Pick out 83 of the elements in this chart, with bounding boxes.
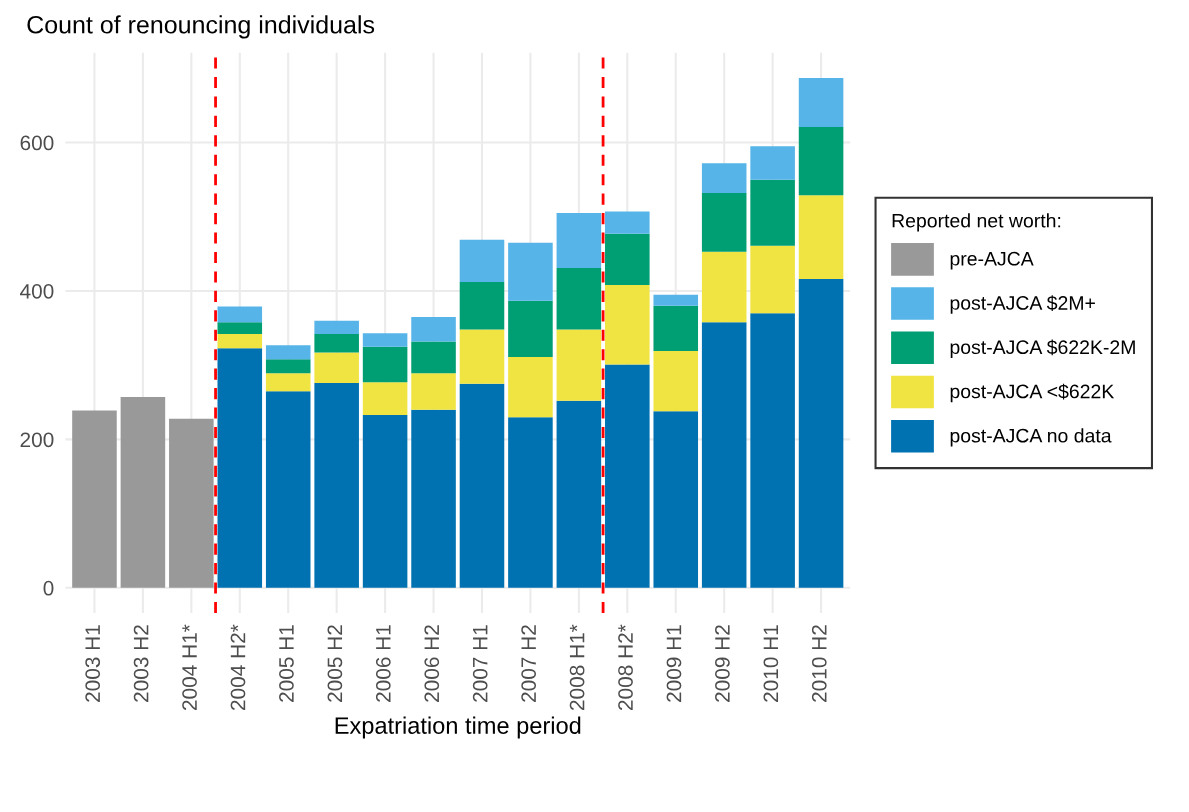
bar xyxy=(653,294,699,306)
bar xyxy=(508,357,553,418)
bar xyxy=(605,364,650,588)
bar xyxy=(265,391,311,588)
bar xyxy=(411,341,456,374)
bar xyxy=(362,346,408,383)
bar xyxy=(798,126,844,196)
bar xyxy=(314,320,359,335)
y-tick-label: 400 xyxy=(20,283,54,299)
x-tick-label: 2010 H2 xyxy=(811,625,827,702)
bar xyxy=(265,345,311,360)
x-tick-label: 2008 H1* xyxy=(569,624,585,710)
bar xyxy=(798,279,844,588)
x-tick-label: 2010 H1 xyxy=(763,625,779,702)
bar xyxy=(265,373,311,392)
bar xyxy=(459,383,505,588)
y-tick-label: 200 xyxy=(20,432,54,448)
x-tick-label: 2005 H1 xyxy=(279,625,294,702)
bar xyxy=(314,383,359,588)
bar xyxy=(411,409,456,588)
bar xyxy=(120,397,166,588)
bar xyxy=(362,382,408,415)
bar xyxy=(556,400,602,588)
bar xyxy=(556,329,602,401)
bar xyxy=(798,195,844,280)
bar xyxy=(605,285,650,365)
bar xyxy=(750,245,795,314)
bar xyxy=(459,329,505,384)
x-tick-label: 2004 H1* xyxy=(182,624,197,710)
legend-label: post-AJCA no data xyxy=(950,428,1112,447)
x-tick-label: 2007 H1 xyxy=(472,625,488,702)
bar xyxy=(750,146,795,180)
bar xyxy=(556,213,602,268)
bar xyxy=(750,179,795,246)
x-tick-label: 2009 H2 xyxy=(715,625,730,702)
bar xyxy=(459,239,505,283)
bar xyxy=(701,251,747,323)
bar xyxy=(217,334,263,349)
bar xyxy=(605,211,650,234)
bar xyxy=(701,322,747,588)
x-tick-label: 2003 H1 xyxy=(85,625,101,702)
bar xyxy=(653,411,699,588)
bar xyxy=(508,242,553,301)
x-tick-label: 2005 H2 xyxy=(327,625,343,702)
y-tick-label: 0 xyxy=(43,580,54,596)
x-tick-label: 2007 H2 xyxy=(521,625,537,702)
bar xyxy=(798,78,844,127)
legend-label: post-AJCA <$622K xyxy=(950,383,1115,403)
x-axis-title: Expatriation time period xyxy=(335,716,581,739)
x-tick-label: 2006 H2 xyxy=(424,625,440,702)
bar xyxy=(701,163,747,194)
bar xyxy=(314,334,359,353)
bar xyxy=(459,282,505,330)
bar xyxy=(411,316,456,342)
x-tick-label: 2009 H1 xyxy=(666,625,682,702)
bar xyxy=(508,417,553,588)
legend-label: pre-AJCA xyxy=(950,251,1034,270)
bar xyxy=(411,373,456,410)
x-tick-label: 2008 H2* xyxy=(618,624,633,710)
x-tick-label: 2006 H1 xyxy=(375,625,391,702)
x-tick-label: 2004 H2* xyxy=(230,624,246,710)
bar xyxy=(508,300,553,358)
bar xyxy=(169,418,214,588)
bar xyxy=(217,348,263,588)
bar xyxy=(605,233,650,286)
bar xyxy=(265,359,311,374)
y-tick-label: 600 xyxy=(20,135,54,151)
legend-title: Reported net worth: xyxy=(892,213,1061,232)
bar xyxy=(362,333,408,347)
bar xyxy=(314,352,359,384)
bar xyxy=(217,322,263,335)
legend-label: post-AJCA $622K-2M xyxy=(950,339,1135,358)
legend-label: post-AJCA $2M+ xyxy=(950,295,1095,314)
bar xyxy=(653,351,699,412)
bar xyxy=(362,414,408,588)
bar xyxy=(72,410,117,588)
x-tick-label: 2003 H2 xyxy=(133,625,149,702)
bar xyxy=(750,313,795,588)
chart-title: Count of renouncing individuals xyxy=(27,15,375,39)
bar xyxy=(217,306,263,323)
bar xyxy=(653,305,699,352)
bar xyxy=(556,267,602,330)
bar xyxy=(701,193,747,252)
